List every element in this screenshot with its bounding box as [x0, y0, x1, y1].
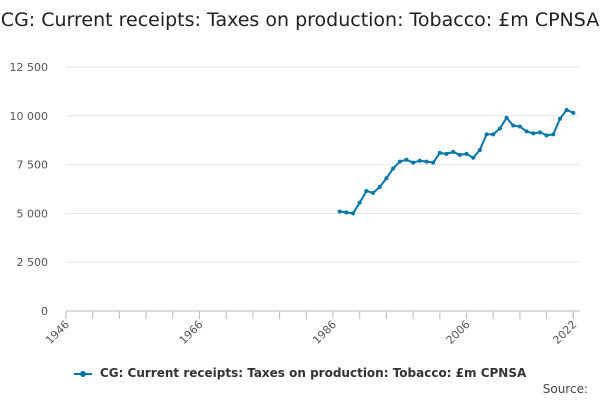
data-point[interactable]: [424, 159, 429, 164]
x-tick-label: 1966: [177, 318, 206, 347]
series-line: [339, 108, 574, 215]
source-label: Source:: [542, 382, 588, 396]
y-axis-ticks: 0 2 500 5 000 7 500 10 000 12 500: [10, 61, 49, 318]
series-layer: [337, 107, 576, 216]
y-tick-label: 12 500: [10, 61, 49, 74]
data-point[interactable]: [471, 155, 476, 160]
legend-swatch: [73, 369, 92, 379]
data-point[interactable]: [517, 124, 522, 129]
data-point[interactable]: [371, 190, 376, 195]
data-point[interactable]: [511, 123, 516, 128]
data-point[interactable]: [437, 150, 442, 155]
data-point[interactable]: [391, 166, 396, 171]
data-point[interactable]: [397, 159, 402, 164]
legend-label: CG: Current receipts: Taxes on productio…: [99, 366, 527, 380]
data-point[interactable]: [457, 152, 462, 157]
y-tick-label: 7 500: [17, 159, 49, 172]
y-tick-label: 2 500: [17, 256, 49, 269]
data-point[interactable]: [551, 132, 556, 137]
data-point[interactable]: [411, 160, 416, 165]
chart-title: CG: Current receipts: Taxes on productio…: [0, 9, 600, 31]
data-point[interactable]: [524, 129, 529, 134]
x-axis-ticks: 1946 1966 1986 2006 2022: [43, 318, 579, 347]
data-point[interactable]: [571, 110, 576, 115]
data-point[interactable]: [351, 211, 356, 216]
data-point[interactable]: [497, 126, 502, 131]
data-point[interactable]: [451, 149, 456, 154]
data-point[interactable]: [531, 131, 536, 136]
data-point[interactable]: [364, 188, 369, 193]
gridlines: [66, 66, 580, 263]
data-point[interactable]: [537, 130, 542, 135]
x-tick-label: 1986: [310, 318, 339, 347]
y-tick-label: 5 000: [17, 207, 49, 220]
data-point[interactable]: [431, 160, 436, 165]
x-tick-label: 2006: [444, 318, 473, 347]
y-tick-label: 0: [41, 305, 48, 318]
data-point[interactable]: [564, 107, 569, 112]
data-point[interactable]: [477, 147, 482, 152]
data-point[interactable]: [491, 132, 496, 137]
data-point[interactable]: [417, 158, 422, 163]
data-point[interactable]: [444, 151, 449, 156]
data-point[interactable]: [377, 185, 382, 190]
data-point[interactable]: [557, 116, 562, 121]
data-point[interactable]: [544, 133, 549, 138]
data-point[interactable]: [404, 157, 409, 162]
data-point[interactable]: [344, 210, 349, 215]
data-point[interactable]: [464, 151, 469, 156]
data-point[interactable]: [484, 132, 489, 137]
x-tick-label: 2022: [550, 318, 579, 347]
data-point[interactable]: [384, 176, 389, 181]
data-point[interactable]: [357, 200, 362, 205]
data-point[interactable]: [504, 115, 509, 120]
y-tick-label: 10 000: [10, 110, 49, 123]
axes: [65, 310, 580, 319]
data-point[interactable]: [337, 209, 342, 214]
legend[interactable]: CG: Current receipts: Taxes on productio…: [0, 366, 600, 380]
x-tick-label: 1946: [43, 318, 72, 347]
